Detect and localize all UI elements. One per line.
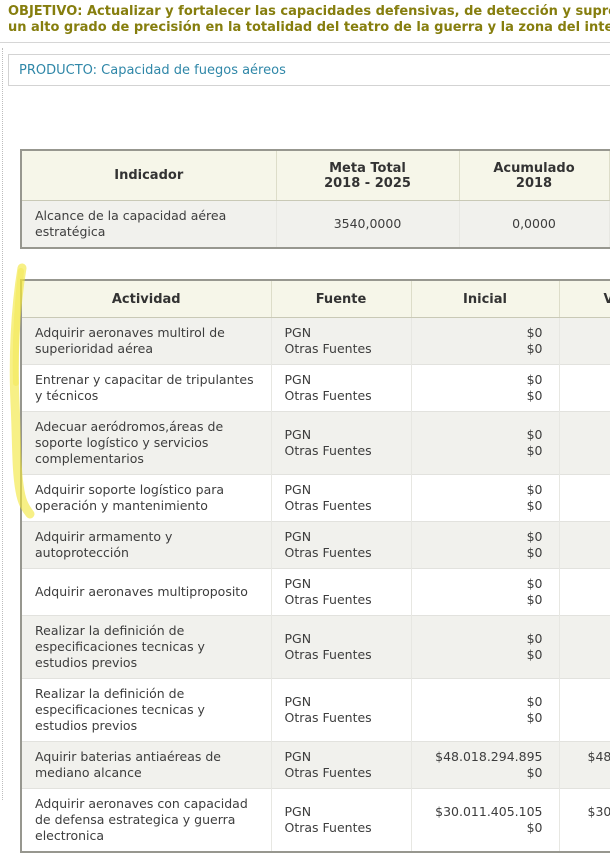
vigente-cell-cropped — [558, 364, 610, 412]
actividad-cell: Realizar la definición de especificacion… — [21, 615, 271, 679]
indicator-header-row: Indicador Meta Total 2018 - 2025 Acumula… — [21, 150, 610, 201]
col-header-meta-total: Meta Total 2018 - 2025 — [275, 150, 459, 201]
inicial-cell: $0 $0 — [410, 364, 559, 412]
inicial-cell: $0 $0 — [410, 615, 559, 679]
actividad-cell: Adquirir armamento y autoprotección — [21, 521, 271, 569]
producto-panel: PRODUCTO: Capacidad de fuegos aéreos — [8, 54, 610, 86]
fuente-cell: PGN Otras Fuentes — [270, 788, 411, 852]
col-header-actividad: Actividad — [21, 280, 271, 318]
actividad-cell: Adquirir aeronaves con capacidad de defe… — [21, 788, 271, 852]
col-header-fuente: Fuente — [270, 280, 411, 318]
acumulado-cell: 0,0000 — [458, 200, 609, 248]
indicator-table-wrap: Indicador Meta Total 2018 - 2025 Acumula… — [20, 149, 610, 249]
vigente-cell-cropped — [558, 474, 610, 522]
actividad-cell: Adquirir soporte logístico para operació… — [21, 474, 271, 522]
indicador-cell: Alcance de la capacidad aérea estratégic… — [21, 200, 276, 248]
producto-label: PRODUCTO: Capacidad de fuegos aéreos — [19, 62, 286, 78]
inicial-cell: $0 $0 — [410, 474, 559, 522]
inicial-cell: $0 $0 — [410, 411, 559, 475]
activity-row: Adquirir armamento y autoprotección PGN … — [21, 521, 610, 569]
objetivo-line-2: un alto grado de precisión en la totalid… — [8, 20, 610, 35]
activity-row: Adquirir soporte logístico para operació… — [21, 474, 610, 522]
fuente-cell: PGN Otras Fuentes — [270, 741, 411, 789]
activity-table: Actividad Fuente Inicial V Adquirir aero… — [20, 279, 610, 853]
col-header-acumulado: Acumulado 2018 — [458, 150, 609, 201]
objetivo-line-1: OBJETIVO: Actualizar y fortalecer las ca… — [8, 4, 610, 19]
vigente-cell-cropped — [558, 411, 610, 475]
inicial-cell: $30.011.405.105 $0 — [410, 788, 559, 852]
actividad-cell: Adquirir aeronaves multirol de superiori… — [21, 317, 271, 365]
activity-row: Adquirir aeronaves multiproposito PGN Ot… — [21, 568, 610, 616]
fuente-cell: PGN Otras Fuentes — [270, 521, 411, 569]
vigente-cell-cropped — [558, 615, 610, 679]
activity-tbody: Adquirir aeronaves multirol de superiori… — [21, 317, 610, 852]
actividad-cell: Adecuar aeródromos,áreas de soporte logí… — [21, 411, 271, 475]
meta-total-cell: 3540,0000 — [275, 200, 459, 248]
vigente-cell-cropped — [558, 568, 610, 616]
activity-row: Realizar la definición de especificacion… — [21, 615, 610, 679]
actividad-cell: Aquirir baterias antiaéreas de mediano a… — [21, 741, 271, 789]
activity-row: Aquirir baterias antiaéreas de mediano a… — [21, 741, 610, 789]
indicator-table: Indicador Meta Total 2018 - 2025 Acumula… — [20, 149, 610, 249]
activity-table-wrap: Actividad Fuente Inicial V Adquirir aero… — [20, 279, 610, 853]
activity-row: Realizar la definición de especificacion… — [21, 678, 610, 742]
actividad-cell: Adquirir aeronaves multiproposito — [21, 568, 271, 616]
activity-row: Adquirir aeronaves multirol de superiori… — [21, 317, 610, 365]
actividad-cell: Realizar la definición de especificacion… — [21, 678, 271, 742]
vigente-cell-cropped — [558, 521, 610, 569]
activity-header-row: Actividad Fuente Inicial V — [21, 280, 610, 318]
inicial-cell: $0 $0 — [410, 678, 559, 742]
indicator-row: Alcance de la capacidad aérea estratégic… — [21, 200, 610, 248]
inicial-cell: $0 $0 — [410, 317, 559, 365]
fuente-cell: PGN Otras Fuentes — [270, 615, 411, 679]
inicial-cell: $0 $0 — [410, 568, 559, 616]
left-dotted-border — [2, 48, 3, 800]
fuente-cell: PGN Otras Fuentes — [270, 474, 411, 522]
col-header-inicial: Inicial — [410, 280, 559, 318]
fuente-cell: PGN Otras Fuentes — [270, 568, 411, 616]
col-header-vigente-cropped: V — [558, 280, 610, 318]
activity-row: Entrenar y capacitar de tripulantes y té… — [21, 364, 610, 412]
vigente-cell-cropped — [558, 317, 610, 365]
fuente-cell: PGN Otras Fuentes — [270, 678, 411, 742]
activity-row: Adecuar aeródromos,áreas de soporte logí… — [21, 411, 610, 475]
fuente-cell: PGN Otras Fuentes — [270, 364, 411, 412]
fuente-cell: PGN Otras Fuentes — [270, 317, 411, 365]
horizontal-divider — [0, 42, 610, 43]
fuente-cell: PGN Otras Fuentes — [270, 411, 411, 475]
activity-row: Adquirir aeronaves con capacidad de defe… — [21, 788, 610, 852]
objetivo-heading: OBJETIVO: Actualizar y fortalecer las ca… — [8, 4, 610, 36]
vigente-cell-cropped: $48 — [558, 741, 610, 789]
vigente-cell-cropped: $30 — [558, 788, 610, 852]
inicial-cell: $0 $0 — [410, 521, 559, 569]
vigente-cell-cropped — [558, 678, 610, 742]
actividad-cell: Entrenar y capacitar de tripulantes y té… — [21, 364, 271, 412]
col-header-indicador: Indicador — [21, 150, 276, 201]
page: { "objetivo": { "line1": "OBJETIVO: Actu… — [0, 4, 610, 853]
inicial-cell: $48.018.294.895 $0 — [410, 741, 559, 789]
